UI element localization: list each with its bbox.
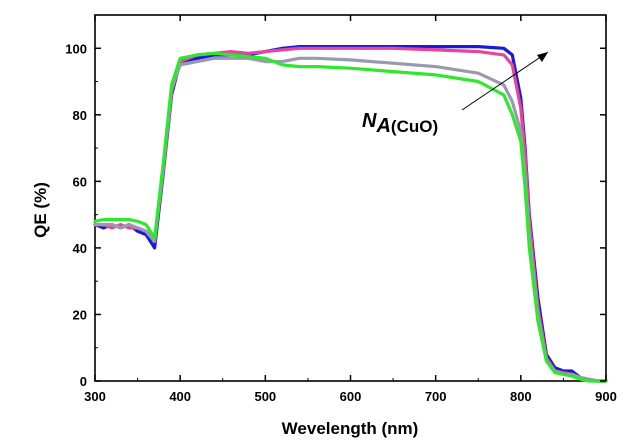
y-tick-label-40: 40 xyxy=(73,241,87,256)
x-axis-title: Wevelength (nm) xyxy=(282,419,419,438)
y-tick-label-20: 20 xyxy=(73,307,87,322)
y-tick-label-60: 60 xyxy=(73,174,87,189)
x-tick-label-500: 500 xyxy=(254,389,276,404)
x-tick-label-900: 900 xyxy=(595,389,617,404)
na-annotation: NA(CuO) xyxy=(362,51,549,137)
annotation-arrowhead xyxy=(537,52,548,62)
annotation-var: N xyxy=(362,110,377,132)
x-tick-label-400: 400 xyxy=(169,389,191,404)
series-layer xyxy=(93,44,608,383)
x-tick-label-600: 600 xyxy=(340,389,362,404)
ticks-layer: 300 400 500 600 700 800 900 0 20 40 60 80 100 xyxy=(65,15,617,404)
y-tick-label-100: 100 xyxy=(65,41,87,56)
annotation-sub-a: A xyxy=(375,115,390,137)
y-tick-label-80: 80 xyxy=(73,108,87,123)
y-tick-label-0: 0 xyxy=(80,374,87,389)
x-tick-label-800: 800 xyxy=(510,389,532,404)
annotation-sub-cuo: (CuO) xyxy=(391,117,438,136)
x-tick-label-700: 700 xyxy=(425,389,447,404)
annotation-label: NA(CuO) xyxy=(362,110,438,137)
x-tick-label-300: 300 xyxy=(84,389,106,404)
annotation-arrow xyxy=(461,51,549,111)
series-line-1 xyxy=(93,44,608,383)
y-axis-title: QE (%) xyxy=(31,182,50,238)
series-line-4 xyxy=(93,51,608,383)
